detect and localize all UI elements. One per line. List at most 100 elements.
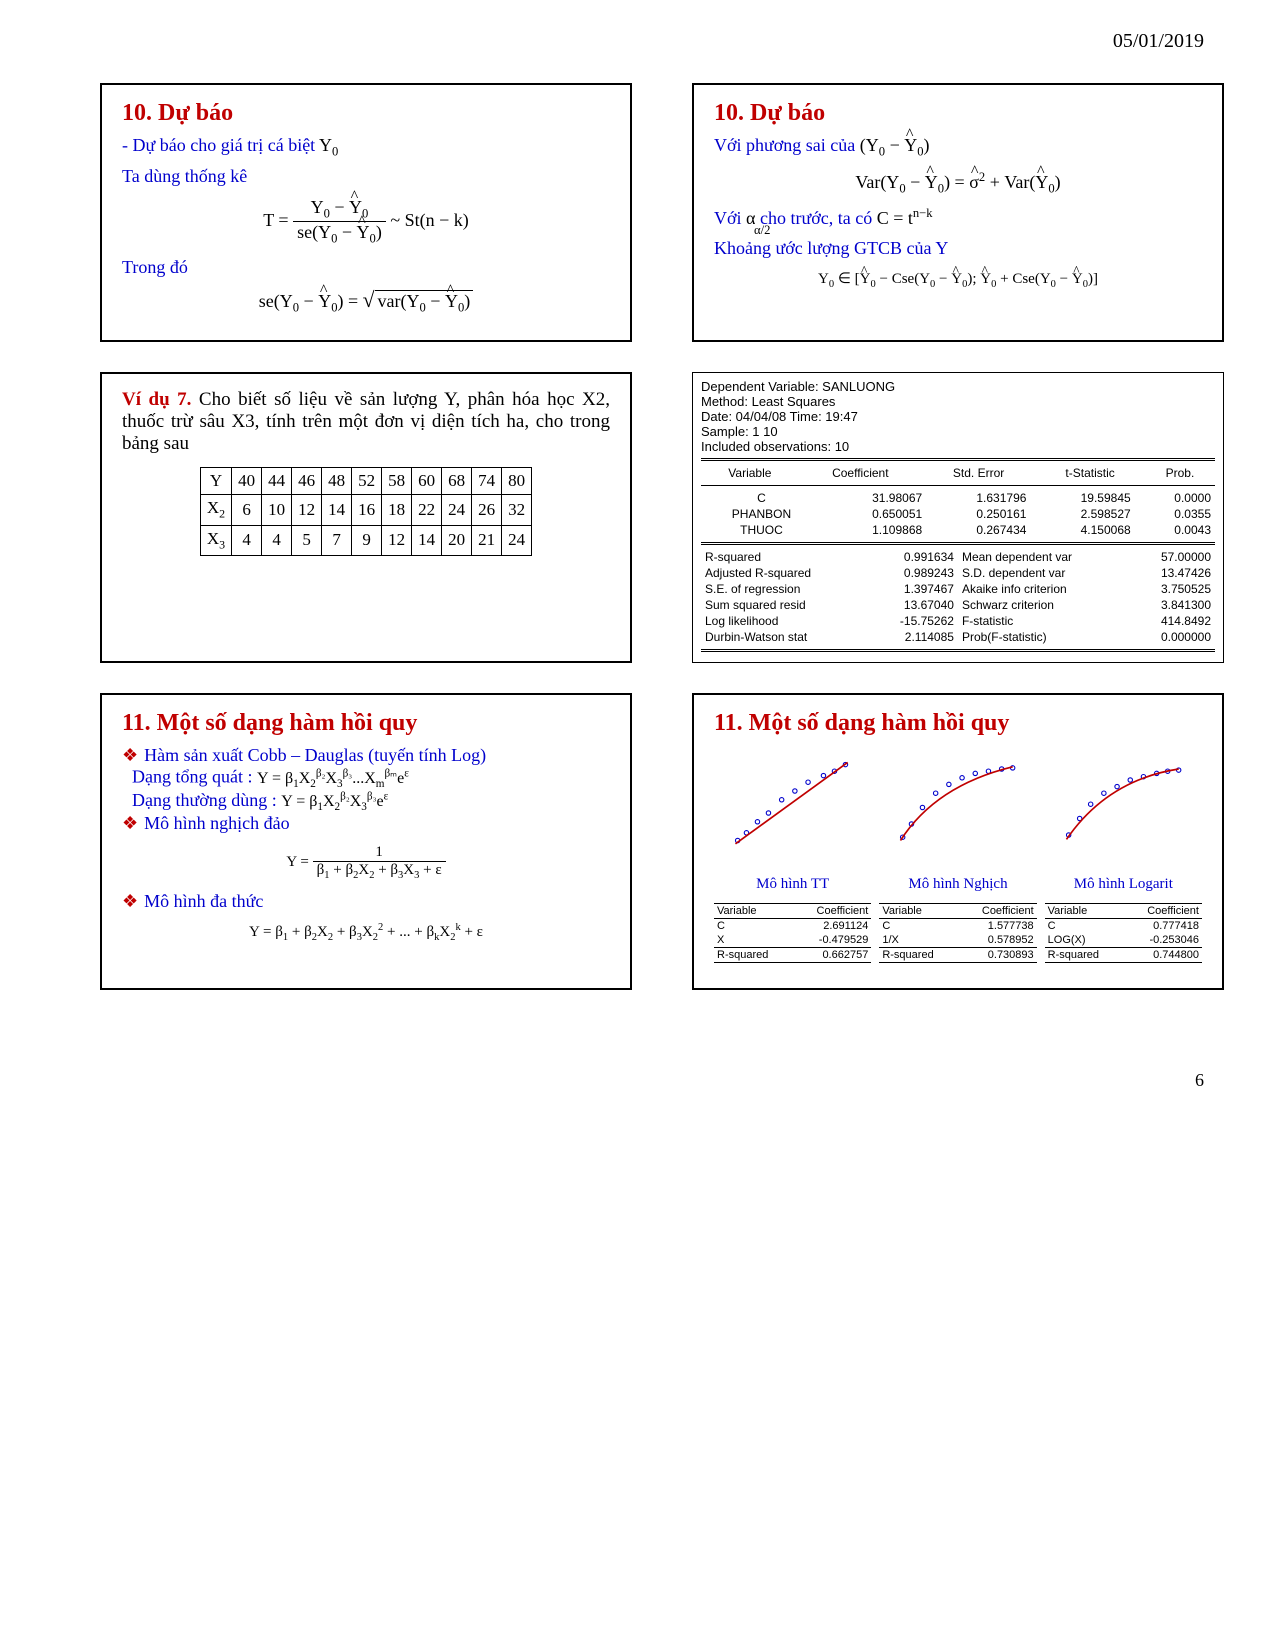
text-fragment: Cho biết số liệu về sản lượng Y, phân hó…	[122, 389, 610, 454]
table-cell: R-squared	[701, 549, 867, 565]
table-cell: 40	[232, 468, 262, 495]
slide-title: 10. Dự báo	[714, 100, 1202, 127]
mini-table: VariableCoefficient C2.691124X-0.479529 …	[714, 903, 871, 963]
coef-table: VariableCoefficientStd. Errort-Statistic…	[701, 465, 1215, 481]
text-line: Trong đó	[122, 257, 610, 278]
table-cell: 0.250161	[926, 506, 1030, 522]
table-cell: 0.0043	[1135, 522, 1215, 538]
slide-1: 10. Dự báo - Dự báo cho giá trị cá biệt …	[100, 83, 632, 342]
table-cell: 1.109868	[822, 522, 926, 538]
slide-title: 10. Dự báo	[122, 100, 610, 127]
table-cell: 0.267434	[926, 522, 1030, 538]
col-header: Prob.	[1145, 465, 1215, 481]
subitem: Dạng thường dùng : Y = β1X2β₂X3β₃eε	[132, 790, 610, 813]
formula-T: T = Y0 − Y0se(Y0 − Y0) ~ St(n − k)	[122, 197, 610, 247]
table-cell: 12	[292, 495, 322, 525]
table-cell: Akaike info criterion	[958, 581, 1130, 597]
table-cell: 9	[352, 525, 382, 555]
mini-table: VariableCoefficient C1.5777381/X0.578952…	[879, 903, 1036, 963]
table-cell: 5	[292, 525, 322, 555]
table-cell: 2.598527	[1030, 506, 1134, 522]
table-cell: THUOC	[701, 522, 822, 538]
col-header: Coefficient	[799, 465, 922, 481]
slide-3: Ví dụ 7. Cho biết số liệu về sản lượng Y…	[100, 372, 632, 663]
mini-charts-row	[714, 747, 1202, 862]
table-cell: 1.631796	[926, 490, 1030, 506]
table-cell: 44	[262, 468, 292, 495]
stats-line: Included observations: 10	[701, 439, 1215, 454]
table-cell: 14	[322, 495, 352, 525]
data-table: Y40444648525860687480X261012141618222426…	[200, 467, 532, 556]
table-cell: Adjusted R-squared	[701, 565, 867, 581]
table-cell: 1.397467	[867, 581, 958, 597]
bullet-item: Hàm sản xuất Cobb – Dauglas (tuyến tính …	[122, 745, 610, 766]
text-fragment: Với	[714, 208, 746, 228]
scatter-chart	[714, 747, 871, 862]
scatter-chart	[1045, 747, 1202, 862]
table-cell: 0.991634	[867, 549, 958, 565]
table-cell: 74	[472, 468, 502, 495]
table-cell: 0.650051	[822, 506, 926, 522]
col-header: Std. Error	[922, 465, 1035, 481]
table-cell: 57.00000	[1130, 549, 1215, 565]
slide-4-stats: Dependent Variable: SANLUONG Method: Lea…	[692, 372, 1224, 663]
stats-line: Date: 04/04/08 Time: 19:47	[701, 409, 1215, 424]
text-line: Với phương sai của (Y0 − Y0)	[714, 135, 1202, 160]
stats-header: Dependent Variable: SANLUONG Method: Lea…	[701, 379, 1215, 454]
col-header: t-Statistic	[1035, 465, 1145, 481]
table-cell: S.E. of regression	[701, 581, 867, 597]
table-cell: -15.75262	[867, 613, 958, 629]
label: Dạng thường dùng :	[132, 790, 277, 810]
table-cell: Mean dependent var	[958, 549, 1130, 565]
table-cell: 68	[442, 468, 472, 495]
table-cell: 414.8492	[1130, 613, 1215, 629]
table-cell: 0.989243	[867, 565, 958, 581]
table-cell: 60	[412, 468, 442, 495]
scatter-chart	[879, 747, 1036, 862]
math-symbol: Y0	[319, 135, 338, 155]
table-cell: 0.0000	[1135, 490, 1215, 506]
table-cell: PHANBON	[701, 506, 822, 522]
example-label: Ví dụ 7.	[122, 389, 191, 410]
equation: Y = β1 + β2X2 + β3X22 + ... + βkX2k + ε	[122, 922, 610, 943]
bullet-item: Mô hình đa thức	[122, 891, 610, 912]
table-cell: Prob(F-statistic)	[958, 629, 1130, 645]
text-line: Với α cho trước, ta có C = tn−kα/2	[714, 206, 1202, 238]
table-cell: 4.150068	[1030, 522, 1134, 538]
chart-label: Mô hình TT	[714, 876, 871, 893]
text-line: Khoảng ước lượng GTCB của Y	[714, 238, 1202, 259]
table-cell: C	[701, 490, 822, 506]
table-cell: 18	[382, 495, 412, 525]
text-line: Ta dùng thống kê	[122, 166, 610, 187]
table-cell: Durbin-Watson stat	[701, 629, 867, 645]
table-cell: 7	[322, 525, 352, 555]
chart-label: Mô hình Logarit	[1045, 876, 1202, 893]
slide-title: 11. Một số dạng hàm hồi quy	[122, 710, 610, 737]
text-fragment: - Dự báo cho giá trị cá biệt	[122, 135, 319, 155]
table-cell: S.D. dependent var	[958, 565, 1130, 581]
table-cell: 24	[502, 525, 532, 555]
col-header: Variable	[701, 465, 799, 481]
table-cell: 21	[472, 525, 502, 555]
table-cell: 12	[382, 525, 412, 555]
table-cell: 32	[502, 495, 532, 525]
table-cell: 58	[382, 468, 412, 495]
table-cell: 16	[352, 495, 382, 525]
slide-6: 11. Một số dạng hàm hồi quy Mô hình TTMô…	[692, 693, 1224, 990]
formula-var: Var(Y0 − Y0) = σ2 + Var(Y0)	[714, 170, 1202, 197]
equation: Y = 1β1 + β2X2 + β3X3 + ε	[122, 844, 610, 881]
table-cell: 2.114085	[867, 629, 958, 645]
label: Dạng tổng quát :	[132, 767, 252, 787]
table-cell: X2	[200, 495, 231, 525]
table-cell: 24	[442, 495, 472, 525]
text-fragment: Với phương sai của	[714, 135, 860, 155]
table-cell: 31.98067	[822, 490, 926, 506]
table-cell: 4	[232, 525, 262, 555]
table-cell: Sum squared resid	[701, 597, 867, 613]
table-cell: 0.000000	[1130, 629, 1215, 645]
table-cell: 13.67040	[867, 597, 958, 613]
table-cell: 4	[262, 525, 292, 555]
mini-table: VariableCoefficient C0.777418LOG(X)-0.25…	[1045, 903, 1202, 963]
table-cell: 80	[502, 468, 532, 495]
table-cell: 14	[412, 525, 442, 555]
